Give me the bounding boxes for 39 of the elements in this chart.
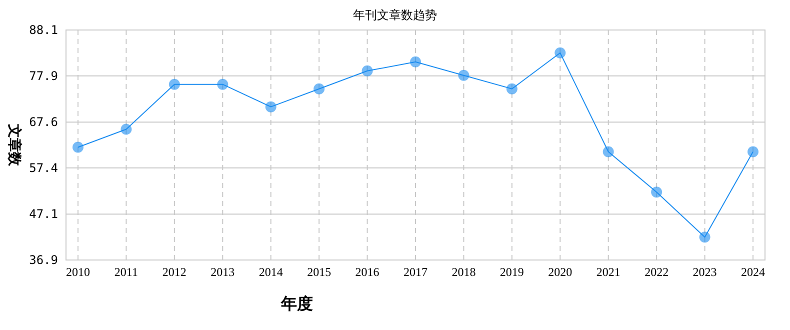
x-tick-label: 2018 xyxy=(452,265,476,279)
point xyxy=(217,78,228,90)
x-tick-label: 2014 xyxy=(258,265,283,279)
point xyxy=(168,78,180,90)
x-tick-label: 2017 xyxy=(404,265,428,279)
x-tick-label: 2010 xyxy=(66,265,90,279)
y-tick-label: 88.1 xyxy=(29,23,58,37)
point xyxy=(314,83,325,94)
y-tick-label: 47.1 xyxy=(29,207,58,222)
x-tick-label: 2012 xyxy=(162,265,186,279)
x-tick-label: 2015 xyxy=(307,265,332,279)
point xyxy=(362,65,373,76)
point xyxy=(458,70,470,81)
point xyxy=(748,146,758,158)
y-tick-label: 57.4 xyxy=(29,160,58,175)
point xyxy=(699,232,710,243)
chart-title: 年刊文章数趋势 xyxy=(353,8,437,22)
point xyxy=(506,83,518,94)
point xyxy=(72,142,84,153)
y-tick-label: 36.9 xyxy=(29,253,58,267)
x-tick-label: 2016 xyxy=(355,265,380,279)
point xyxy=(602,146,614,158)
x-tick-label: 2024 xyxy=(741,265,765,279)
x-tick-label: 2019 xyxy=(500,265,524,279)
point xyxy=(120,124,132,135)
x-tick-label: 2022 xyxy=(644,265,669,279)
x-tick-label: 2020 xyxy=(548,265,572,279)
x-tick-label: 2011 xyxy=(114,265,138,279)
x-tick-label: 2023 xyxy=(692,265,717,279)
y-tick-label: 67.6 xyxy=(29,115,58,130)
x-tick-label: 2013 xyxy=(210,265,235,279)
x-tick-label: 2021 xyxy=(596,265,620,279)
x-axis-title: 年度 xyxy=(280,294,313,313)
point xyxy=(265,101,276,112)
point xyxy=(554,47,566,58)
point xyxy=(651,186,662,198)
point xyxy=(410,56,421,68)
y-axis-title: 文章数 xyxy=(6,123,23,167)
y-tick-label: 77.9 xyxy=(29,68,58,83)
